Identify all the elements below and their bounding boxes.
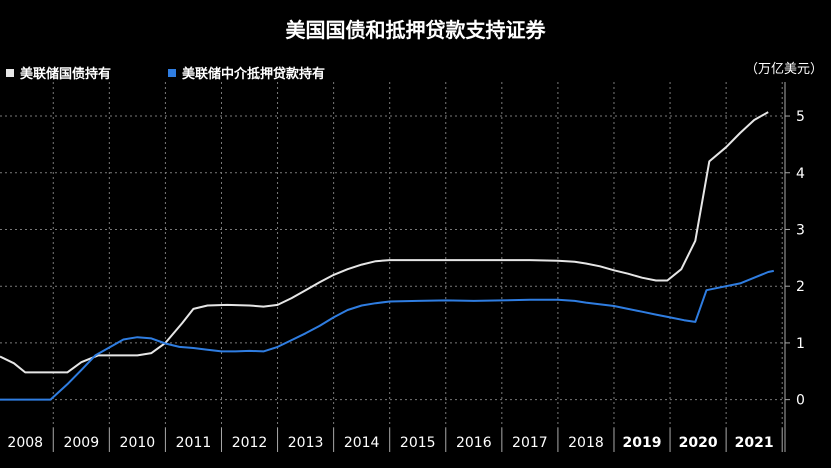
y-tick-label: 5 xyxy=(796,109,805,125)
series-line-mbs xyxy=(0,269,774,401)
y-tick-label: 2 xyxy=(796,279,805,295)
x-tick-label: 2011 xyxy=(176,435,212,451)
legend-label-mbs: 美联储中介抵押贷款持有 xyxy=(182,67,326,82)
x-tick-label: 2009 xyxy=(63,435,99,451)
x-tick-label: 2017 xyxy=(512,435,548,451)
grid xyxy=(0,82,785,428)
x-tick-label: 2016 xyxy=(456,435,492,451)
y-tick-label: 1 xyxy=(796,336,805,352)
legend-swatch-treasury xyxy=(6,68,14,77)
x-tick-label: 2015 xyxy=(400,435,436,451)
x-tick-label: 2013 xyxy=(288,435,324,451)
axes: 0 1 2 3 4 5 2008 2009 2010 2011 2012 2013 2014 2015 20… xyxy=(7,82,805,452)
x-tick-label: 2018 xyxy=(568,435,604,451)
legend-swatch-mbs xyxy=(168,68,176,77)
x-tick-label: 2014 xyxy=(344,435,380,451)
y-tick-label: 4 xyxy=(796,166,805,182)
y-tick-label: 0 xyxy=(796,393,805,409)
x-tick-label: 2020 xyxy=(679,435,718,451)
x-tick-label: 2021 xyxy=(735,435,774,451)
x-tick-label: 2010 xyxy=(120,435,156,451)
x-tick-label: 2012 xyxy=(232,435,268,451)
chart-title: 美国国债和抵押贷款支持证券 xyxy=(285,18,546,42)
x-tick-label: 2008 xyxy=(7,435,43,451)
y-tick-label: 3 xyxy=(796,222,805,238)
x-tick-label: 2019 xyxy=(623,435,662,451)
legend-item-mbs: 美联储中介抵押贷款持有 xyxy=(168,63,325,82)
legend-item-treasury: 美联储国债持有 xyxy=(6,63,111,82)
series-line-treasury xyxy=(0,111,769,374)
legend-label-treasury: 美联储国债持有 xyxy=(20,67,112,82)
y-axis-unit: （万亿美元） xyxy=(744,62,823,77)
series-group xyxy=(0,111,774,401)
